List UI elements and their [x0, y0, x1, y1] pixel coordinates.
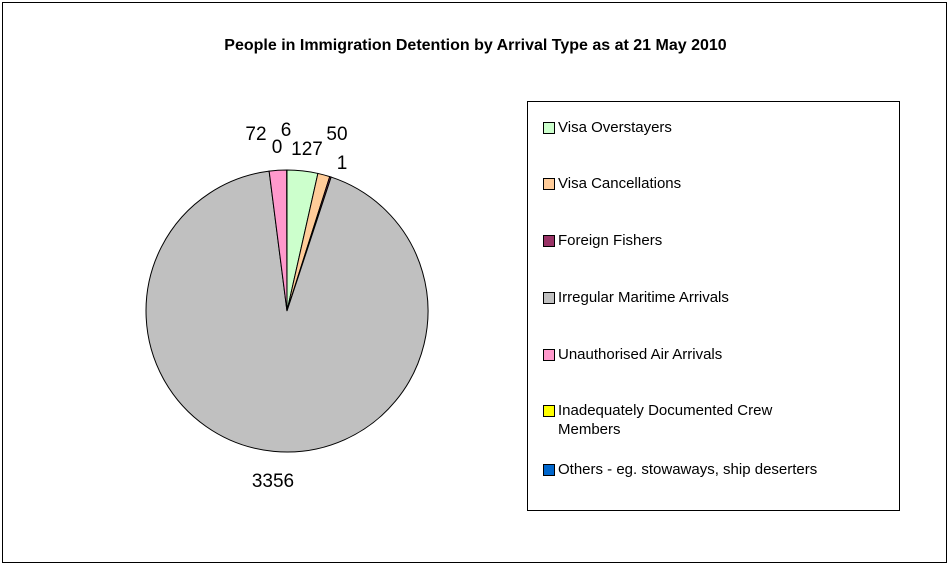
data-label-foreign-fishers: 6 — [281, 120, 292, 141]
legend-swatch — [543, 235, 555, 247]
legend-label: Irregular Maritime Arrivals — [558, 289, 729, 306]
legend-swatch — [543, 464, 555, 476]
data-label-others-eg-stowaways-ship-deserters: 1 — [337, 153, 348, 174]
data-label-unauthorised-air-arrivals: 72 — [245, 124, 266, 145]
data-label-visa-cancellations: 50 — [326, 124, 347, 145]
legend-item-others: Others - eg. stowaways, ship deserters — [543, 460, 893, 479]
legend-label: Visa Cancellations — [558, 175, 682, 192]
legend-swatch — [543, 122, 555, 134]
chart-title: People in Immigration Detention by Arriv… — [224, 37, 727, 54]
data-label-visa-overstayers: 127 — [291, 139, 323, 160]
legend-item-foreign-fishers: Foreign Fishers — [543, 231, 662, 250]
data-label-inadequately-documented-crew-members: 0 — [272, 137, 283, 158]
legend-item-unauthorised-air-arrivals: Unauthorised Air Arrivals — [543, 345, 722, 364]
legend-label: Foreign Fishers — [558, 232, 663, 249]
legend-item-visa-overstayers: Visa Overstayers — [543, 118, 672, 137]
legend-swatch — [543, 405, 555, 417]
legend-label: Visa Overstayers — [558, 119, 672, 136]
legend-label: Inadequately Documented Crew Members — [558, 402, 773, 438]
pie-slice-irregular-maritime-arrivals — [145, 170, 429, 453]
legend-item-visa-cancellations: Visa Cancellations — [543, 174, 681, 193]
legend-item-irregular-maritime-arrivals: Irregular Maritime Arrivals — [543, 288, 729, 307]
legend-item-inadequately-documented-crew: Inadequately Documented Crew Members — [543, 401, 833, 439]
legend-swatch — [543, 349, 555, 361]
legend-label: Others - eg. stowaways, ship deserters — [558, 461, 818, 478]
legend-label: Unauthorised Air Arrivals — [558, 346, 723, 363]
chart-legend: Visa Overstayers Visa Cancellations Fore… — [527, 101, 900, 511]
legend-swatch — [543, 292, 555, 304]
legend-swatch — [543, 178, 555, 190]
data-label-irregular-maritime-arrivals: 3356 — [252, 471, 294, 492]
